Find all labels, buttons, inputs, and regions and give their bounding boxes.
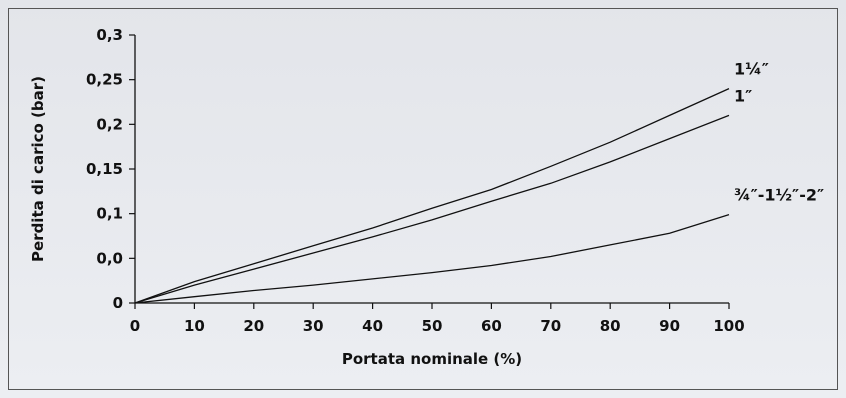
chart-border	[8, 8, 838, 390]
y-tick-label: 0,2	[96, 115, 123, 133]
y-ticks: 0 0,0 0,1 0,15 0,2 0,25 0,3	[86, 26, 135, 312]
x-ticks: 0 10 20 30 40 50 60 70 80 90 100	[130, 303, 745, 335]
x-tick-label: 10	[184, 317, 205, 335]
series-label-1: 1¼″	[734, 60, 769, 79]
x-tick-label: 30	[303, 317, 324, 335]
y-tick-label: 0,3	[96, 26, 123, 44]
x-tick-label: 20	[243, 317, 264, 335]
series-line-1	[134, 88, 730, 304]
series-labels: 1¼″ 1″ ¾″-1½″-2″	[734, 60, 824, 205]
series-line-3	[134, 213, 730, 304]
x-tick-label: 40	[362, 317, 383, 335]
y-tick-label: 0	[113, 294, 123, 312]
x-tick-label: 60	[481, 317, 502, 335]
y-tick-label: 0,0	[96, 249, 123, 267]
x-tick-label: 50	[422, 317, 443, 335]
series-label-2: 1″	[734, 86, 752, 105]
series-label-3: ¾″-1½″-2″	[734, 186, 824, 205]
x-tick-label: 100	[713, 317, 744, 335]
y-axis-title: Perdita di carico (bar)	[29, 76, 47, 262]
x-tick-label: 80	[600, 317, 621, 335]
x-tick-label: 70	[540, 317, 561, 335]
y-tick-label: 0,25	[86, 71, 123, 89]
y-tick-label: 0,1	[96, 205, 123, 223]
x-axis-title: Portata nominale (%)	[342, 350, 522, 368]
y-tick-label: 0,15	[86, 160, 123, 178]
x-tick-label: 0	[130, 317, 140, 335]
series-line-2	[134, 114, 730, 304]
series-group	[134, 88, 730, 304]
x-tick-label: 90	[659, 317, 680, 335]
